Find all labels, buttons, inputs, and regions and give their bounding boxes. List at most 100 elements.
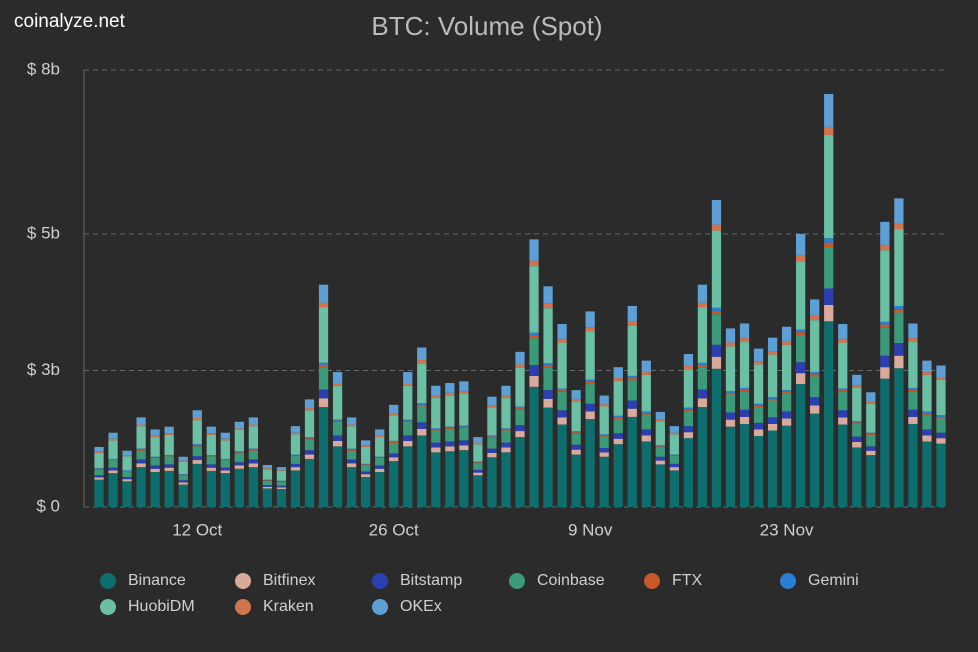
bar-segment [361, 463, 371, 465]
bar-segment [290, 426, 301, 433]
bar-segment [515, 406, 525, 409]
bar-segment [431, 428, 441, 430]
bar-segment [894, 222, 904, 229]
bar-segment [164, 455, 174, 456]
bar-segment [178, 475, 188, 481]
bar-segment [697, 284, 708, 303]
bar-segment [94, 452, 104, 469]
bar-segment [417, 403, 427, 405]
bar-segment [739, 391, 750, 410]
y-tick-label: $ 3b [27, 360, 60, 379]
bar-segment [290, 467, 301, 471]
bar-segment [683, 354, 694, 367]
bar-segment [852, 422, 862, 424]
bar-segment [473, 475, 483, 507]
bar-segment [445, 392, 455, 396]
bar-segment [122, 470, 132, 471]
bar-segment [655, 421, 665, 446]
y-tick-label: $ 5b [27, 223, 60, 242]
bar-segment [318, 307, 329, 363]
bar-segment [304, 408, 315, 411]
bar-segment [585, 411, 595, 420]
bar-segment [908, 342, 918, 388]
bar-segment [487, 436, 497, 438]
bar-segment [262, 480, 273, 486]
legend-swatch [100, 573, 116, 589]
bar-segment [922, 372, 932, 375]
bar-segment [248, 467, 259, 507]
bar-segment [767, 398, 778, 401]
bar-segment [725, 391, 736, 393]
bar-segment [403, 435, 413, 441]
bar-segment [136, 449, 146, 451]
bar-segment [838, 338, 848, 343]
bar-segment [683, 432, 694, 439]
bar-segment [725, 412, 736, 420]
bar-segment [515, 351, 525, 365]
bar-segment [655, 464, 665, 507]
legend-label: HuobiDM [128, 598, 195, 615]
bar-segment [304, 410, 315, 438]
bar-segment [655, 411, 665, 420]
bar-segment [599, 436, 609, 449]
bar-segment [178, 480, 188, 483]
bar-segment [445, 441, 455, 447]
bar-segment [599, 435, 609, 437]
bar-segment [894, 368, 904, 507]
bar-segment [234, 468, 244, 507]
bar-segment [459, 381, 469, 392]
bar-segment [753, 405, 764, 408]
bar-segment [361, 445, 371, 447]
bar-segment [599, 404, 609, 407]
bar-segment [501, 442, 511, 448]
bar-segment [262, 469, 273, 480]
bar-segment [136, 450, 146, 460]
bar-segment [94, 475, 104, 478]
bar-segment [922, 429, 932, 436]
bar-segment [753, 364, 764, 404]
bar-segment [838, 390, 848, 392]
bar-segment [711, 314, 722, 345]
bar-segment [894, 305, 904, 310]
bar-segment [473, 461, 483, 463]
bar-segment [655, 460, 665, 465]
bar-segment [318, 389, 329, 399]
bar-segment [739, 387, 750, 390]
bar-segment [220, 438, 230, 441]
bar-segment [711, 344, 722, 357]
bar-segment [150, 457, 160, 458]
bar-segment [361, 440, 371, 446]
bar-segment [206, 455, 216, 456]
bar-segment [810, 299, 820, 316]
bar-segment [417, 406, 427, 423]
brand[interactable]: coinalyze.net [14, 11, 126, 32]
bar-segment [852, 421, 862, 423]
bar-segment [445, 426, 455, 428]
bar-segment [824, 242, 834, 247]
bar-segment [304, 450, 315, 455]
bar-segment [781, 326, 792, 341]
bar-segment [318, 302, 329, 308]
bar-segment [501, 428, 511, 430]
bar-segment [234, 421, 244, 429]
bar-segment [501, 385, 511, 396]
x-tick-label: 12 Oct [172, 520, 222, 539]
bar-segment [838, 391, 848, 411]
bar-segment [431, 429, 441, 431]
bar-segment [150, 465, 160, 469]
bar-segment [922, 435, 932, 442]
bar-segment [725, 419, 736, 427]
bar-segment [529, 335, 539, 339]
bar-segment [866, 401, 876, 404]
bar-segment [543, 398, 553, 408]
bar-segment [487, 457, 497, 507]
bar-segment [346, 417, 357, 425]
bar-segment [164, 426, 174, 434]
x-tick-label: 26 Oct [369, 520, 419, 539]
bar-segment [908, 323, 918, 339]
bar-segment [501, 395, 511, 398]
legend-swatch [235, 573, 251, 589]
bar-segment [501, 447, 511, 453]
bar-segment [739, 342, 750, 388]
legend-label: Binance [128, 572, 186, 589]
